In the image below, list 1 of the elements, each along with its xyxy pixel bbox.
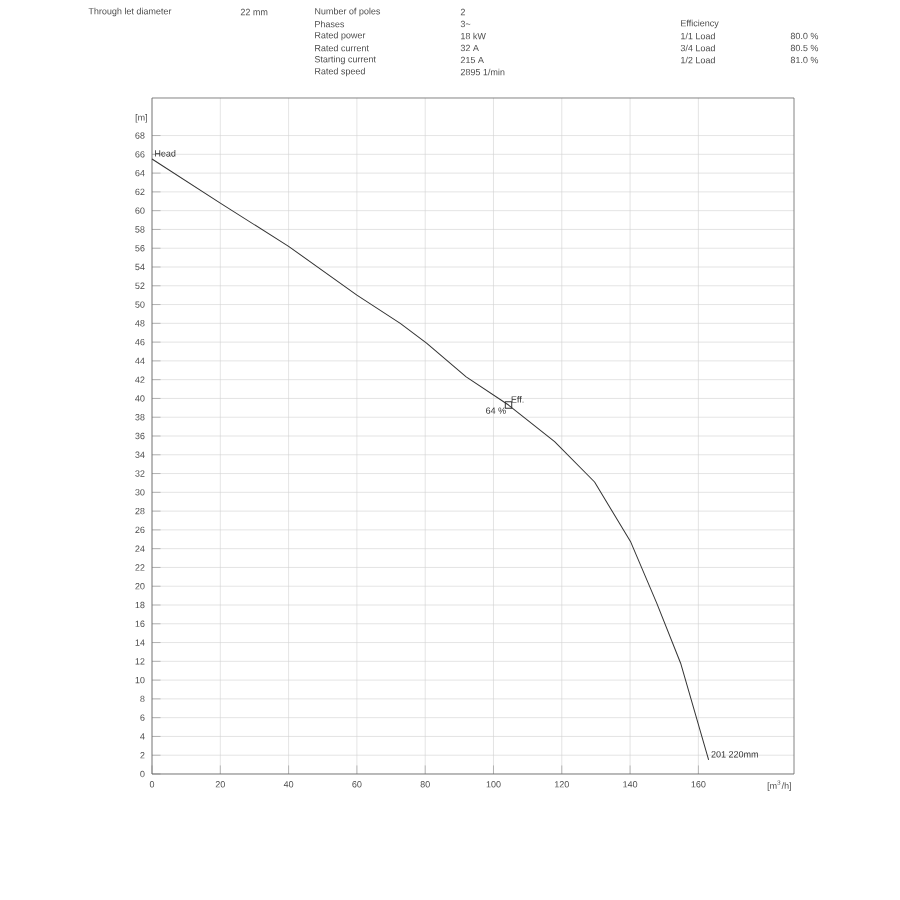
line-series [151,158,710,761]
